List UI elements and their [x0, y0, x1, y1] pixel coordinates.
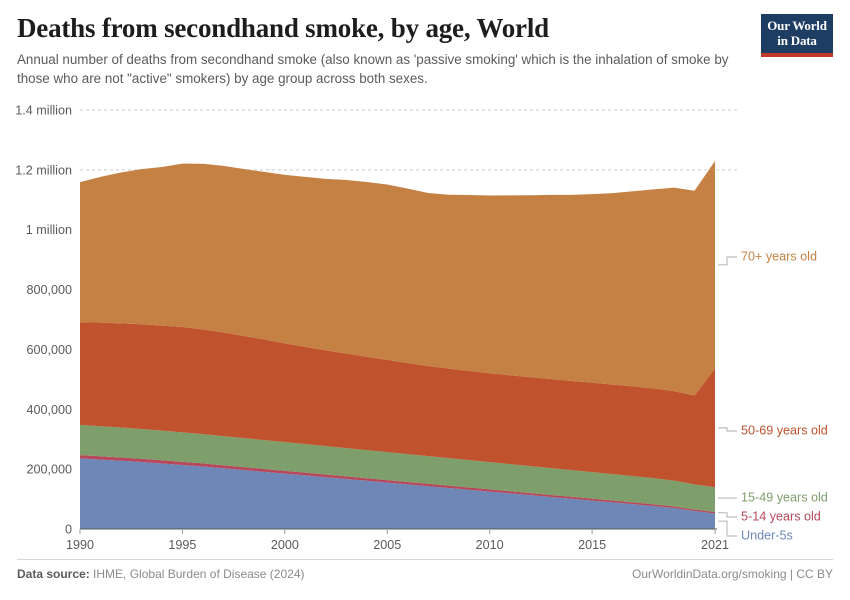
x-tick-label: 2010 — [476, 538, 504, 551]
y-axis-tick-labels: 0 200,000 400,000 600,000 800,000 1 million 1.… — [15, 104, 72, 537]
legend-label: 15-49 years old — [741, 490, 828, 504]
area-series-50-69-years-old[interactable] — [80, 322, 715, 488]
page-title: Deaths from secondhand smoke, by age, Wo… — [17, 13, 549, 43]
x-tick-label: 2000 — [271, 538, 299, 551]
data-source-value: IHME, Global Burden of Disease (2024) — [93, 567, 305, 581]
legend-label: 5-14 years old — [741, 509, 821, 523]
area-series-group[interactable] — [80, 160, 715, 529]
y-tick-label: 600,000 — [26, 343, 72, 357]
area-series-15-49-years-old[interactable] — [80, 424, 715, 513]
axes — [79, 528, 717, 534]
x-tick-label: 1995 — [168, 538, 196, 551]
legend-connector-line — [718, 427, 737, 432]
legend-item[interactable]: 15-49 years old — [718, 490, 828, 504]
y-tick-label: 400,000 — [26, 403, 72, 417]
legend-item[interactable]: 5-14 years old — [718, 509, 821, 523]
data-source-label: Data source: — [17, 567, 90, 581]
chart-legend[interactable]: 70+ years old 50-69 years old 15-49 years … — [718, 249, 828, 542]
legend-item[interactable]: Under-5s — [718, 520, 793, 542]
x-tick-label: 2021 — [701, 538, 729, 551]
area-series-70-years-old[interactable] — [80, 160, 715, 396]
owid-logo-line1: Our World — [767, 18, 827, 33]
chart-subtitle: Annual number of deaths from secondhand … — [17, 52, 729, 86]
y-tick-label: 800,000 — [26, 283, 72, 297]
owid-logo-line2: in Data — [777, 32, 817, 48]
x-axis-tick-labels: 1990 1995 2000 2005 2010 2015 2021 — [66, 538, 729, 551]
y-tick-label: 1.2 million — [15, 163, 72, 177]
footer-divider — [17, 559, 833, 560]
owid-logo[interactable]: Our World in Data — [761, 14, 833, 57]
x-tick-label: 1990 — [66, 538, 94, 551]
x-tick-label: 2015 — [578, 538, 606, 551]
stacked-area-chart[interactable]: 0 200,000 400,000 600,000 800,000 1 million 1.… — [0, 96, 850, 552]
legend-label: 50-69 years old — [741, 423, 828, 437]
area-series-5-14-years-old[interactable] — [80, 455, 715, 514]
x-tick-label: 2005 — [373, 538, 401, 551]
y-tick-label: 1 million — [26, 223, 72, 237]
legend-label: 70+ years old — [741, 249, 817, 263]
legend-item[interactable]: 50-69 years old — [718, 423, 828, 437]
y-tick-label: 0 — [65, 523, 72, 537]
legend-connector-line — [718, 520, 737, 537]
legend-item[interactable]: 70+ years old — [718, 249, 817, 266]
y-tick-label: 200,000 — [26, 463, 72, 477]
chart-footer: Data source: IHME, Global Burden of Dise… — [17, 567, 833, 581]
footer-attribution[interactable]: OurWorldinData.org/smoking | CC BY — [632, 567, 833, 581]
legend-connector-line — [718, 512, 737, 518]
data-source: Data source: IHME, Global Burden of Dise… — [17, 567, 304, 581]
legend-connector-line — [718, 256, 737, 266]
chart-header: Deaths from secondhand smoke, by age, Wo… — [17, 12, 833, 88]
legend-label: Under-5s — [741, 528, 793, 542]
chart-area[interactable]: 0 200,000 400,000 600,000 800,000 1 million 1.… — [0, 96, 850, 552]
y-tick-label: 1.4 million — [15, 104, 72, 118]
area-series-under-5s[interactable] — [80, 458, 715, 529]
